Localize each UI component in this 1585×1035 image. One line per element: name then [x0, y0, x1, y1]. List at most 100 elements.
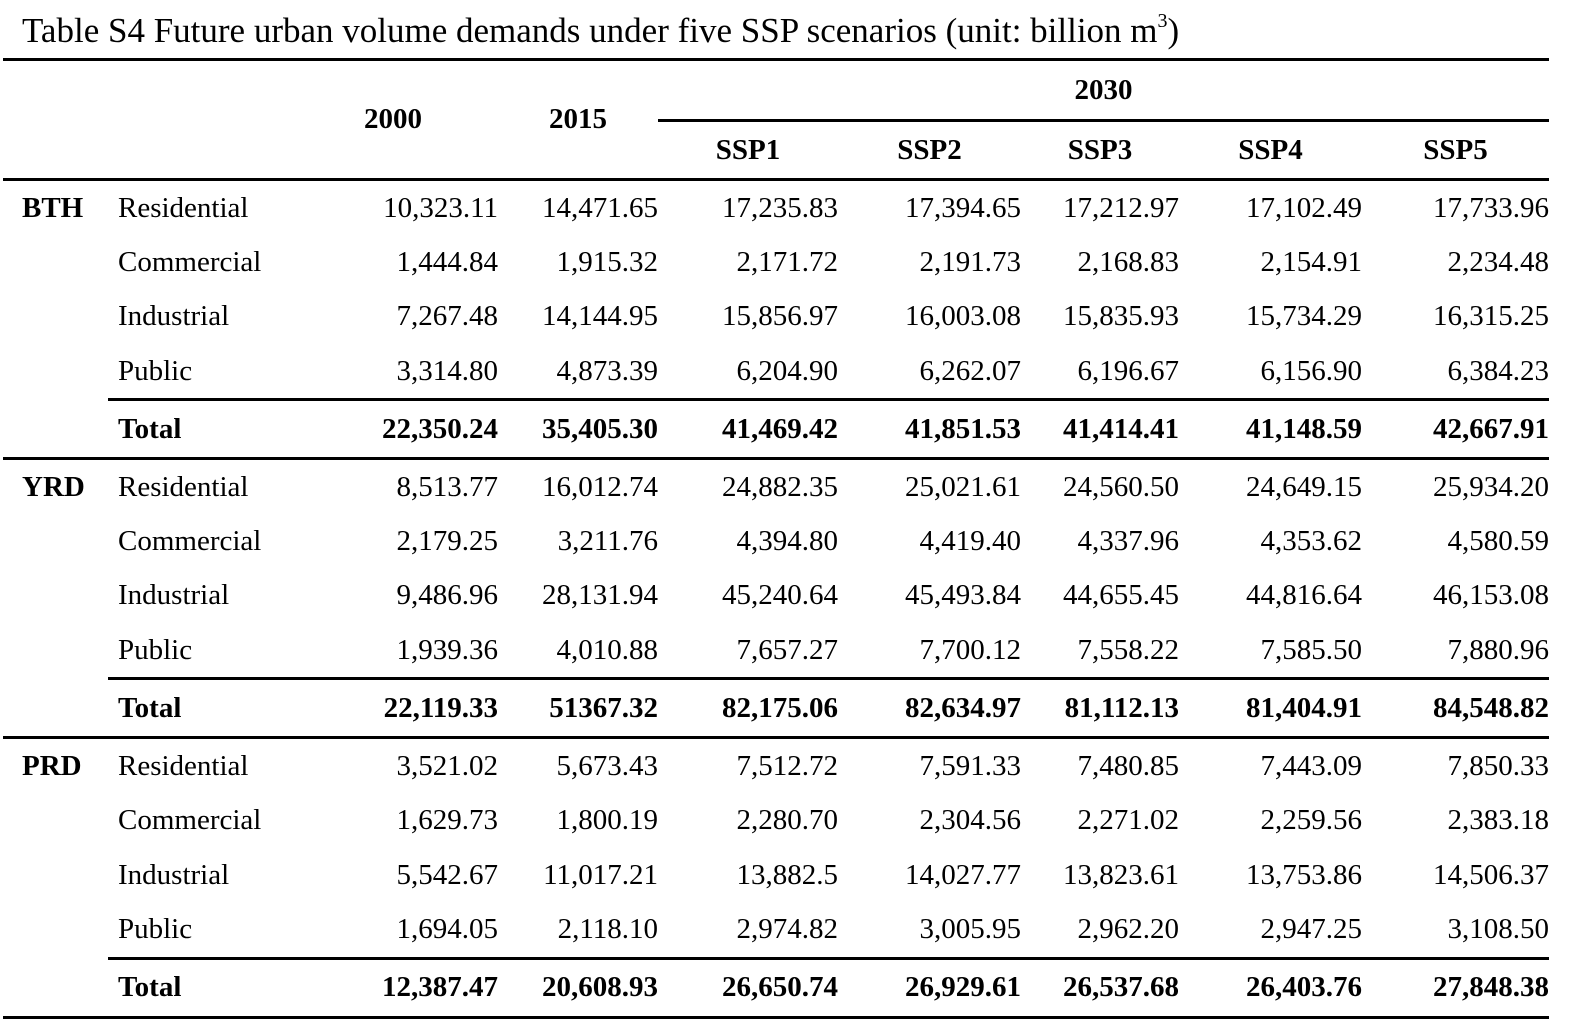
- value-cell: 3,005.95: [919, 912, 1022, 945]
- header-ssp3: SSP3: [1021, 120, 1179, 181]
- table-body: BTH Residential 10,323.11 14,471.65 17,235.8…: [3, 180, 1550, 1019]
- table-row: Commercial 2,179.25 3,211.76 4,394.80 4,419.…: [3, 514, 1549, 568]
- value-cell: 3,521.02: [396, 750, 499, 783]
- total-value-cell: 26,929.61: [838, 956, 1021, 1019]
- value-cell: 4,010.88: [556, 633, 659, 666]
- value-cell: 1,444.84: [396, 245, 499, 278]
- table-row: Public 1,694.05 2,118.10 2,974.82 3,005.95 2,…: [3, 902, 1549, 958]
- header-year-2000: 2000: [288, 58, 498, 181]
- table-row: Public 3,314.80 4,873.39 6,204.90 6,262.07 6,…: [3, 344, 1549, 400]
- value-cell: 2,118.10: [557, 912, 658, 945]
- value-cell: 13,823.61: [1063, 858, 1179, 891]
- category-label: Residential: [118, 191, 249, 224]
- total-value-cell: 82,175.06: [658, 677, 838, 740]
- value-cell: 14,506.37: [1433, 858, 1550, 891]
- header-ssp5: SSP5: [1362, 120, 1550, 181]
- value-cell: 6,384.23: [1447, 354, 1550, 387]
- total-value-cell: 41,148.59: [1179, 398, 1362, 461]
- total-value-cell: 22,119.33: [288, 677, 498, 740]
- total-value-cell: 22,350.24: [288, 398, 498, 461]
- caption-superscript: 3: [1157, 10, 1168, 32]
- value-cell: 2,234.48: [1447, 245, 1550, 278]
- total-value-cell: 81,112.13: [1021, 677, 1179, 740]
- value-cell: 3,108.50: [1447, 912, 1550, 945]
- value-cell: 6,204.90: [736, 354, 839, 387]
- value-cell: 2,947.25: [1260, 912, 1363, 945]
- value-cell: 7,700.12: [919, 633, 1022, 666]
- value-cell: 16,315.25: [1433, 300, 1550, 333]
- value-cell: 2,304.56: [919, 804, 1022, 837]
- category-label: Public: [118, 912, 193, 945]
- region-cell: [3, 848, 108, 902]
- total-value-cell: 20,608.93: [498, 956, 658, 1019]
- region-cell: [3, 569, 108, 623]
- value-cell: 1,694.05: [396, 912, 499, 945]
- value-cell: 24,560.50: [1063, 470, 1179, 503]
- value-cell: 2,383.18: [1447, 804, 1550, 837]
- value-cell: 1,939.36: [396, 633, 499, 666]
- category-label: Residential: [118, 750, 249, 783]
- value-cell: 4,394.80: [736, 525, 839, 558]
- value-cell: 17,394.65: [905, 191, 1021, 224]
- table-row: Industrial 7,267.48 14,144.95 15,856.97 16,0…: [3, 290, 1549, 344]
- table-row: YRD Residential 8,513.77 16,012.74 24,882.35…: [3, 459, 1549, 515]
- value-cell: 1,629.73: [396, 804, 499, 837]
- value-cell: 10,323.11: [383, 191, 498, 224]
- value-cell: 7,512.72: [736, 750, 839, 783]
- value-cell: 2,179.25: [396, 525, 499, 558]
- value-cell: 17,733.96: [1433, 191, 1550, 224]
- value-cell: 2,154.91: [1260, 245, 1363, 278]
- value-cell: 5,542.67: [396, 858, 499, 891]
- value-cell: 14,144.95: [542, 300, 658, 333]
- value-cell: 11,017.21: [543, 858, 658, 891]
- value-cell: 5,673.43: [556, 750, 659, 783]
- value-cell: 1,915.32: [556, 245, 659, 278]
- table-row: Public 1,939.36 4,010.88 7,657.27 7,700.12 7,…: [3, 623, 1549, 679]
- caption-close: ): [1167, 11, 1180, 50]
- table-row: Commercial 1,629.73 1,800.19 2,280.70 2,304.…: [3, 794, 1549, 848]
- value-cell: 4,337.96: [1077, 525, 1180, 558]
- region-cell: [3, 678, 108, 740]
- region-cell: [3, 235, 108, 289]
- value-cell: 4,873.39: [556, 354, 659, 387]
- region-cell: [3, 623, 108, 679]
- value-cell: 15,856.97: [722, 300, 838, 333]
- value-cell: 2,974.82: [736, 912, 839, 945]
- total-value-cell: 82,634.97: [838, 677, 1021, 740]
- value-cell: 45,493.84: [905, 579, 1021, 612]
- table-row: Commercial 1,444.84 1,915.32 2,171.72 2,191.…: [3, 235, 1549, 289]
- region-label: YRD: [22, 470, 85, 503]
- value-cell: 24,649.15: [1246, 470, 1362, 503]
- region-cell: [3, 794, 108, 848]
- table-row: Industrial 5,542.67 11,017.21 13,882.5 14,02…: [3, 848, 1549, 902]
- total-value-cell: 27,848.38: [1362, 956, 1550, 1019]
- value-cell: 45,240.64: [722, 579, 838, 612]
- value-cell: 46,153.08: [1433, 579, 1550, 612]
- value-cell: 13,753.86: [1246, 858, 1362, 891]
- category-label: Industrial: [118, 300, 230, 333]
- table-row: PRD Residential 3,521.02 5,673.43 7,512.72 7,…: [3, 738, 1549, 794]
- value-cell: 2,280.70: [736, 804, 839, 837]
- region-cell: [3, 902, 108, 958]
- total-row: Total 22,119.33 51367.32 82,175.06 82,634.97…: [3, 677, 1550, 740]
- value-cell: 15,734.29: [1246, 300, 1362, 333]
- table-caption: Table S4 Future urban volume demands und…: [22, 6, 1179, 56]
- value-cell: 1,800.19: [556, 804, 659, 837]
- value-cell: 7,480.85: [1077, 750, 1180, 783]
- category-label: Commercial: [118, 245, 262, 278]
- value-cell: 17,235.83: [722, 191, 838, 224]
- table-row: Industrial 9,486.96 28,131.94 45,240.64 45,4…: [3, 569, 1549, 623]
- value-cell: 7,850.33: [1447, 750, 1550, 783]
- value-cell: 4,353.62: [1260, 525, 1363, 558]
- total-row: Total 22,350.24 35,405.30 41,469.42 41,851.5…: [3, 398, 1550, 461]
- value-cell: 6,196.67: [1077, 354, 1180, 387]
- value-cell: 14,027.77: [905, 858, 1021, 891]
- total-value-cell: 41,414.41: [1021, 398, 1179, 461]
- value-cell: 7,558.22: [1077, 633, 1180, 666]
- value-cell: 8,513.77: [396, 470, 499, 503]
- value-cell: 17,212.97: [1063, 191, 1179, 224]
- total-value-cell: 84,548.82: [1362, 677, 1550, 740]
- header-year-2015: 2015: [498, 58, 658, 181]
- category-label: Industrial: [118, 858, 230, 891]
- total-label: Total: [108, 398, 288, 461]
